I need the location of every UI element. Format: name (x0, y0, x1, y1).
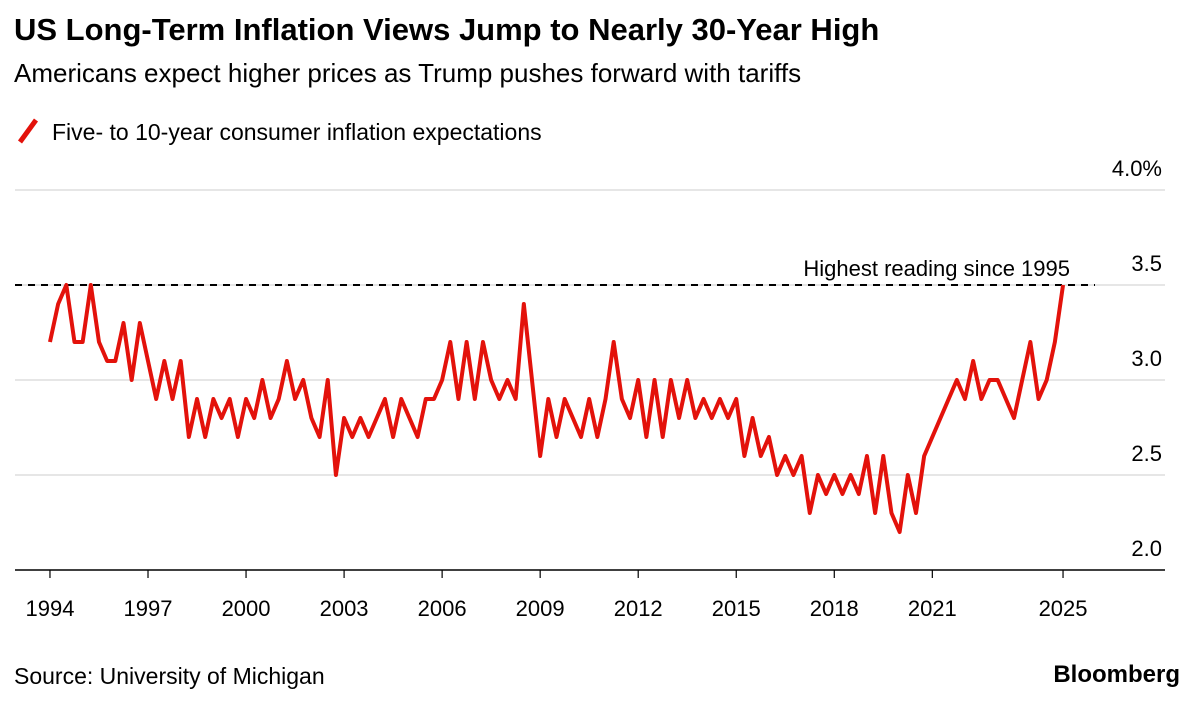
y-tick-label: 2.5 (1131, 441, 1162, 466)
x-tick-label: 2000 (222, 596, 271, 621)
x-tick-label: 1997 (124, 596, 173, 621)
legend-label: Five- to 10-year consumer inflation expe… (52, 119, 542, 145)
chart-subtitle: Americans expect higher prices as Trump … (14, 58, 801, 88)
x-tick-label: 2025 (1039, 596, 1088, 621)
source: Source: University of Michigan (14, 663, 325, 689)
x-tick-label: 1994 (25, 596, 74, 621)
x-tick-label: 2018 (810, 596, 859, 621)
y-tick-label: 3.0 (1131, 346, 1162, 371)
chart-title: US Long-Term Inflation Views Jump to Nea… (14, 12, 879, 47)
brand: Bloomberg (1053, 661, 1180, 688)
x-tick-label: 2009 (516, 596, 565, 621)
x-tick-label: 2006 (418, 596, 467, 621)
legend-swatch (17, 118, 39, 144)
reference-label: Highest reading since 1995 (803, 256, 1070, 281)
x-tick-label: 2021 (908, 596, 957, 621)
x-tick-label: 2012 (614, 596, 663, 621)
x-tick-label: 2003 (320, 596, 369, 621)
y-tick-label: 3.5 (1131, 251, 1162, 276)
series-line (48, 283, 1066, 534)
y-tick-label: 2.0 (1131, 536, 1162, 561)
x-tick-label: 2015 (712, 596, 761, 621)
y-tick-label: 4.0% (1112, 156, 1162, 181)
